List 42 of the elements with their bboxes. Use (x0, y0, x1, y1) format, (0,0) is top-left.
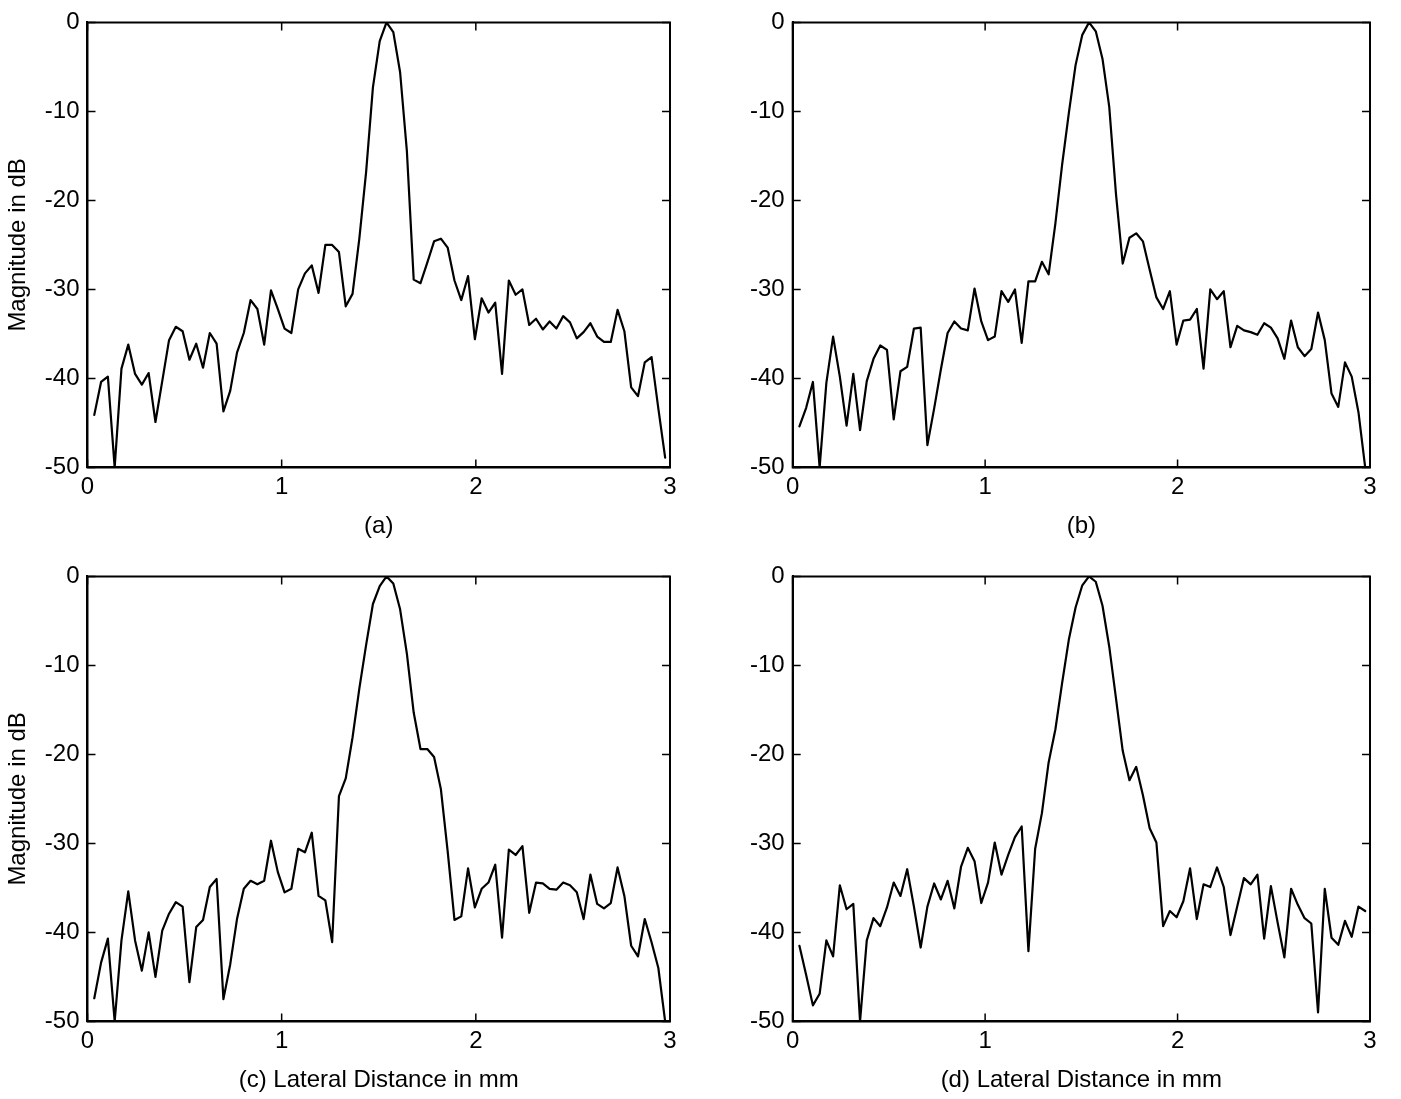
y-tick-label: -10 (44, 650, 80, 678)
x-tick-label: 1 (978, 1026, 992, 1054)
x-axis-title: (b) (1066, 511, 1097, 539)
y-tick-label: -20 (750, 739, 785, 767)
y-tick-label: -40 (44, 363, 80, 391)
x-tick-label: 3 (1363, 472, 1377, 500)
x-axis-title: (d) Lateral Distance in mm (940, 1065, 1223, 1093)
y-tick-label: -10 (750, 96, 785, 124)
y-tick-label: -20 (44, 185, 80, 213)
y-tick-label: -10 (750, 650, 785, 678)
y-tick-label: 0 (66, 561, 80, 589)
y-tick-label: -50 (750, 452, 785, 480)
y-tick-label: -50 (44, 1006, 80, 1034)
x-tick-label: 3 (663, 1026, 677, 1054)
y-tick-label: -40 (750, 363, 785, 391)
y-tick-label: 0 (771, 561, 785, 589)
y-tick-label: 0 (66, 7, 80, 35)
x-tick-label: 2 (469, 1026, 483, 1054)
y-axis-title: Magnitude in dB (3, 158, 31, 332)
y-tick-label: 0 (771, 7, 785, 35)
y-tick-label: -50 (750, 1006, 785, 1034)
y-tick-label: -10 (44, 96, 80, 124)
y-tick-label: -30 (44, 274, 80, 302)
y-tick-label: -20 (750, 185, 785, 213)
y-axis-title: Magnitude in dB (3, 712, 31, 886)
y-tick-label: -40 (44, 917, 80, 945)
y-tick-label: -30 (750, 828, 785, 856)
x-tick-label: 1 (274, 1026, 289, 1054)
x-tick-label: 2 (1170, 1026, 1185, 1054)
x-tick-label: 3 (663, 472, 677, 500)
x-axis-title: (a) (364, 511, 394, 539)
y-tick-label: -40 (750, 917, 785, 945)
x-tick-label: 1 (274, 472, 289, 500)
x-tick-label: 3 (1363, 1026, 1377, 1054)
x-tick-label: 2 (1170, 472, 1185, 500)
x-tick-label: 1 (978, 472, 992, 500)
x-axis-title: (c) Lateral Distance in mm (238, 1065, 519, 1093)
y-tick-label: -20 (44, 739, 80, 767)
y-tick-label: -30 (750, 274, 785, 302)
x-tick-label: 2 (469, 472, 483, 500)
y-tick-label: -50 (44, 452, 80, 480)
y-tick-label: -30 (44, 828, 80, 856)
